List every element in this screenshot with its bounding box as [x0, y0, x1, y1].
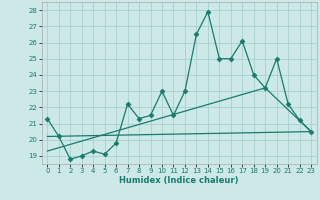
X-axis label: Humidex (Indice chaleur): Humidex (Indice chaleur)	[119, 176, 239, 185]
